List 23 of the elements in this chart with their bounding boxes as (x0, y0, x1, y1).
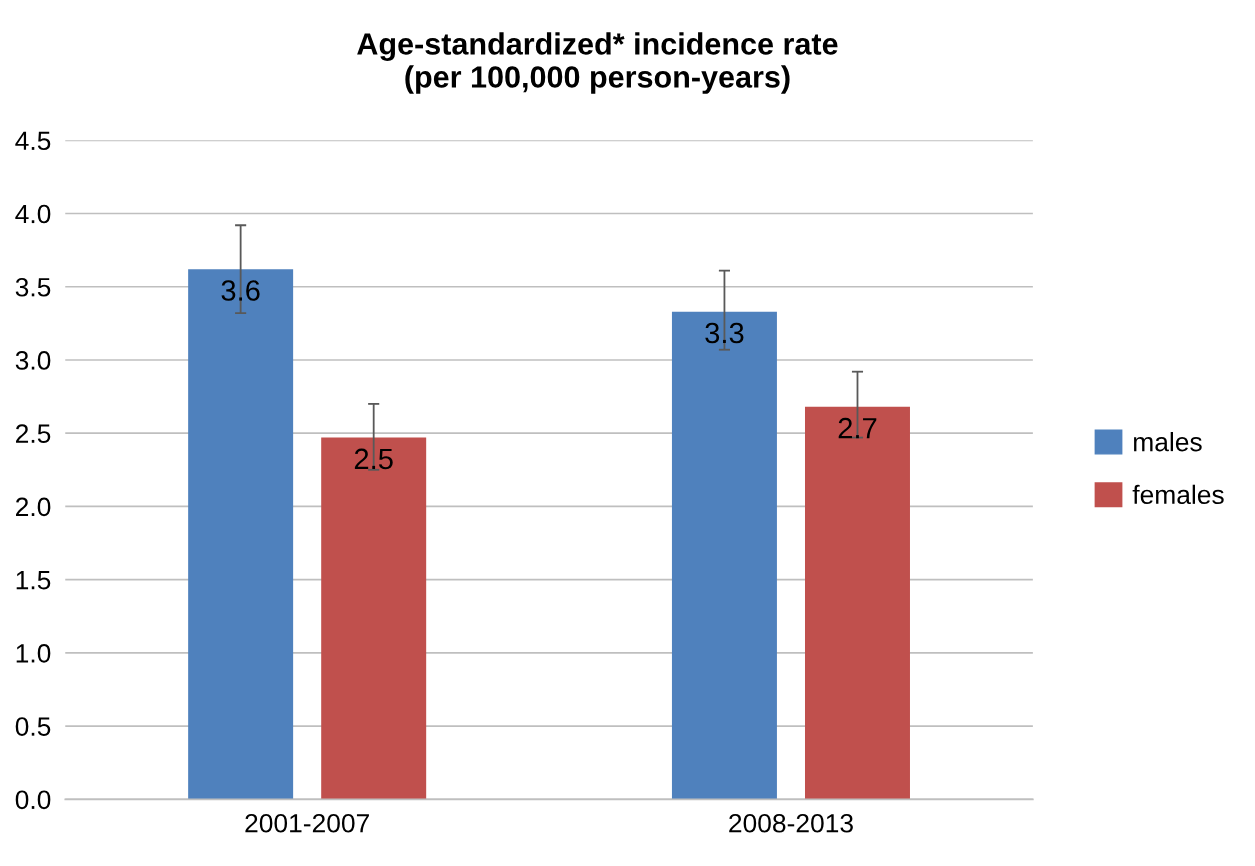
data-label: 3.6 (221, 280, 260, 301)
y-tick-label: 4.5 (15, 131, 51, 151)
bar (671, 311, 777, 800)
y-tick-label: 1.5 (16, 571, 51, 590)
y-tick-label: 4.0 (15, 204, 51, 224)
y-tick-label: 0.0 (15, 790, 51, 810)
y-tick-label: 1.0 (16, 644, 51, 663)
legend-label: males (1134, 432, 1202, 452)
y-tick-label: 3.0 (15, 351, 51, 370)
legend-label: females (1132, 484, 1224, 505)
data-label: 2.5 (354, 448, 393, 470)
bar (188, 269, 294, 800)
bar (804, 406, 910, 800)
y-tick-label: 2.5 (16, 424, 51, 444)
y-tick-label: 3.5 (15, 277, 51, 297)
x-tick-label: 2008-2013 (729, 813, 853, 833)
x-tick-label: 2001-2007 (245, 813, 369, 833)
bar (321, 437, 427, 800)
data-label: 2.7 (838, 417, 877, 439)
chart-title: Age-standardized* incidence rate (per 100,000 person-years) (357, 32, 838, 94)
data-label: 3.3 (705, 322, 744, 344)
y-tick-label: 2.0 (16, 497, 51, 517)
y-tick-label: 0.5 (15, 717, 51, 736)
